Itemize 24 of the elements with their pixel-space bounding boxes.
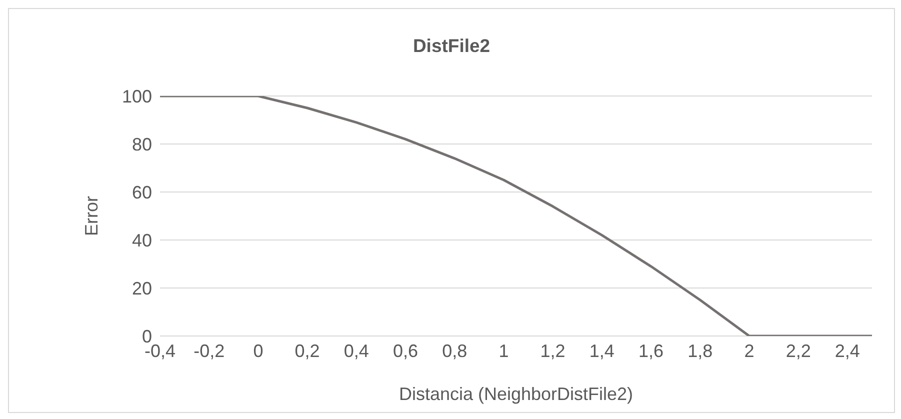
x-axis-title: Distancia (NeighborDistFile2) (398, 384, 634, 404)
x-tick-label: 0,8 (442, 340, 468, 361)
x-tick-label: 1,8 (688, 340, 713, 361)
y-axis-title: Error (81, 196, 102, 236)
x-tick-label: 2,2 (786, 340, 811, 361)
chart-title: DistFile2 (412, 35, 492, 57)
y-tick-label: 0 (142, 326, 152, 346)
x-tick-label: 1,4 (589, 340, 614, 361)
y-tick-label: 100 (122, 86, 152, 106)
x-tick-label: 1,6 (638, 340, 664, 361)
x-tick-label: 2,4 (834, 340, 860, 361)
y-tick-label: 20 (132, 278, 152, 298)
y-tick-label: 40 (132, 230, 152, 250)
y-tick-label: 60 (132, 182, 152, 202)
x-tick-label: -0,2 (194, 340, 225, 361)
x-tick-label: 0,4 (344, 340, 369, 361)
x-tick-label: 0,6 (393, 340, 418, 361)
x-tick-label: 1,2 (540, 340, 566, 361)
x-tick-label: 0,2 (294, 340, 320, 361)
x-tick-label: 2 (744, 340, 754, 361)
x-tick-label: 0 (253, 340, 264, 361)
line-series (160, 96, 872, 336)
y-tick-label: 80 (132, 134, 152, 154)
x-tick-label: 1 (498, 340, 509, 361)
